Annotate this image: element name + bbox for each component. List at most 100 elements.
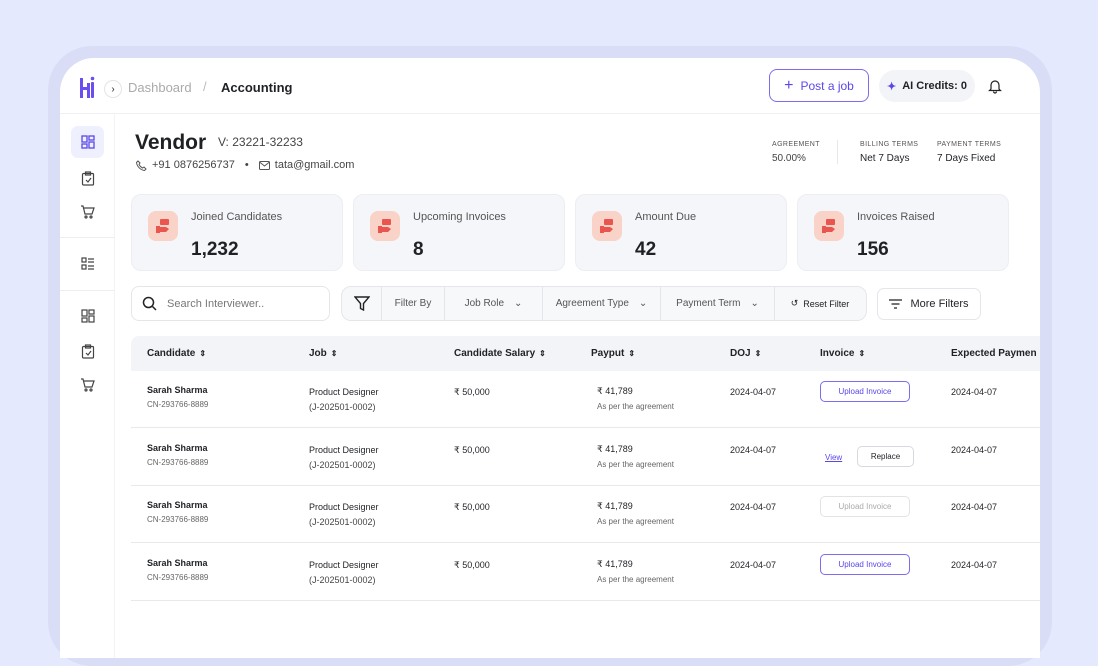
bell-icon[interactable] xyxy=(988,78,1002,99)
reset-icon: ↺ xyxy=(790,298,799,308)
table-row: Sarah Sharma CN-293766-8889 Product Desig… xyxy=(131,544,1040,601)
breadcrumb-dashboard[interactable]: Dashboard xyxy=(128,80,192,95)
candidate-name[interactable]: Sarah Sharma xyxy=(147,557,208,568)
sidebar-item-tasks-2[interactable] xyxy=(71,335,104,367)
cart-icon xyxy=(81,378,95,392)
candidate-name[interactable]: Sarah Sharma xyxy=(147,500,208,510)
term-billing: BILLING TERMS Net 7 Days xyxy=(860,141,919,164)
sort-icon: ⇕ xyxy=(754,349,762,358)
column-header[interactable]: Payput ⇕ xyxy=(591,348,636,359)
sidebar-expand-button[interactable]: › xyxy=(104,80,122,98)
stat-label: Amount Due xyxy=(635,211,697,223)
sidebar-item-tasks[interactable] xyxy=(71,162,104,194)
dashboard-icon xyxy=(80,309,95,323)
candidate-id: CN-293766-8889 xyxy=(147,400,209,409)
column-header[interactable]: DOJ ⇕ xyxy=(730,348,762,359)
table-row: Sarah Sharma CN-293766-8889 Product Desig… xyxy=(131,371,1040,428)
chevron-right-icon: › xyxy=(111,83,115,95)
reset-filter-button[interactable]: ↺ Reset Filter xyxy=(790,298,850,309)
payout-note: As per the agreement xyxy=(597,402,674,411)
sort-icon: ⇕ xyxy=(539,349,546,358)
sidebar-item-cart-2[interactable] xyxy=(71,369,104,401)
vendor-title: Vendor xyxy=(135,131,207,154)
payout-note: As per the agreement xyxy=(597,574,674,584)
job-id: (J-202501-0002) xyxy=(309,517,376,527)
stat-label: Joined Candidates xyxy=(191,211,283,223)
doj: 2024-04-07 xyxy=(730,559,777,570)
breadcrumb-separator: / xyxy=(203,79,207,94)
list-icon xyxy=(80,257,94,270)
sidebar-item-cart[interactable] xyxy=(71,196,104,228)
candidate-salary: ₹ 50,000 xyxy=(454,387,490,397)
more-filters-button[interactable]: More Filters xyxy=(877,288,981,320)
job-role-dropdown[interactable]: Job Role ⌄ xyxy=(445,287,543,320)
filter-icon[interactable] xyxy=(342,287,382,320)
stat-value: 1,232 xyxy=(191,239,239,260)
clipboard-check-icon xyxy=(81,343,94,359)
candidate-id: CN-293766-8889 xyxy=(147,515,209,524)
payment-term-dropdown[interactable]: Payment Term ⌄ xyxy=(661,287,775,320)
sidebar-item-dashboard-2[interactable] xyxy=(71,300,104,332)
doj: 2024-04-07 xyxy=(730,387,777,397)
replace-invoice-button[interactable]: Replace xyxy=(857,445,914,467)
column-header[interactable]: Job ⇕ xyxy=(309,348,338,359)
vendor-email: tata@gmail.com xyxy=(274,159,355,171)
expected-payment: 2024-04-07 xyxy=(951,444,998,455)
filter-by-label: Filter By xyxy=(382,287,445,320)
agreement-type-dropdown[interactable]: Agreement Type ⌄ xyxy=(543,287,661,320)
stat-card: Amount Due 42 xyxy=(575,194,787,271)
expected-payment: 2024-04-07 xyxy=(951,502,998,512)
stat-card: Invoices Raised 156 xyxy=(797,194,1009,271)
job-id: (J-202501-0002) xyxy=(309,459,376,470)
sidebar-item-dashboard[interactable] xyxy=(71,126,104,158)
search-field[interactable] xyxy=(131,286,330,321)
separator-dot: • xyxy=(244,159,249,171)
table-row: Sarah Sharma CN-293766-8889 Product Desig… xyxy=(131,486,1040,543)
stat-card: Upcoming Invoices 8 xyxy=(353,194,565,271)
column-header[interactable]: Invoice ⇕ xyxy=(820,348,866,359)
mail-icon xyxy=(258,160,270,170)
table-row: Sarah Sharma CN-293766-8889 Product Desig… xyxy=(131,429,1040,486)
column-header[interactable]: Candidate Salary ⇕ xyxy=(454,348,546,359)
filter-bar: Filter By Job Role ⌄ Agreement Type ⌄ Paym… xyxy=(341,286,867,321)
search-input[interactable] xyxy=(167,297,317,310)
candidate-id: CN-293766-8889 xyxy=(147,457,209,467)
payout-amount: ₹ 41,789 xyxy=(597,443,633,454)
app-window: › Dashboard / Accounting + Post a job ✦ AI… xyxy=(60,58,1040,658)
chevron-down-icon: ⌄ xyxy=(514,298,523,309)
logo xyxy=(79,76,95,103)
job-title: Product Designer xyxy=(309,502,379,512)
view-invoice-link[interactable]: View xyxy=(825,452,843,462)
invoice-hand-icon xyxy=(148,211,178,241)
plus-icon: + xyxy=(784,76,794,94)
candidate-name[interactable]: Sarah Sharma xyxy=(147,442,208,453)
upload-invoice-button[interactable]: Upload Invoice xyxy=(820,381,910,402)
ai-credits-badge[interactable]: ✦ AI Credits: 0 xyxy=(879,70,975,102)
column-header[interactable]: Expected Paymen xyxy=(951,348,1037,359)
stat-value: 156 xyxy=(857,239,889,260)
payout-amount: ₹ 41,789 xyxy=(597,501,633,511)
sidebar xyxy=(60,114,115,658)
expected-payment: 2024-04-07 xyxy=(951,559,998,570)
table-header: Candidate ⇕ Job ⇕ Candidate Salary ⇕ Payput ⇕ DO… xyxy=(131,336,1040,371)
candidate-salary: ₹ 50,000 xyxy=(454,502,490,512)
candidate-name[interactable]: Sarah Sharma xyxy=(147,385,208,395)
expected-payment: 2024-04-07 xyxy=(951,387,998,397)
payout-note: As per the agreement xyxy=(597,517,674,526)
job-id: (J-202501-0002) xyxy=(309,402,376,412)
job-title: Product Designer xyxy=(309,387,379,397)
upload-invoice-button[interactable]: Upload Invoice xyxy=(820,553,910,575)
chevron-down-icon: ⌄ xyxy=(750,298,759,309)
sidebar-item-list[interactable] xyxy=(71,248,104,280)
vendor-phone: +91 0876256737 xyxy=(152,159,235,171)
column-header[interactable]: Candidate ⇕ xyxy=(147,348,207,359)
stat-card: Joined Candidates 1,232 xyxy=(131,194,343,271)
sidebar-divider xyxy=(60,237,115,238)
sparkle-icon: ✦ xyxy=(886,80,897,93)
sort-icon: ⇕ xyxy=(199,349,207,358)
job-id: (J-202501-0002) xyxy=(309,574,376,585)
sort-icon: ⇕ xyxy=(628,349,636,358)
stat-value: 8 xyxy=(413,239,424,260)
post-job-button[interactable]: + Post a job xyxy=(769,69,869,102)
dashboard-icon xyxy=(80,135,95,149)
